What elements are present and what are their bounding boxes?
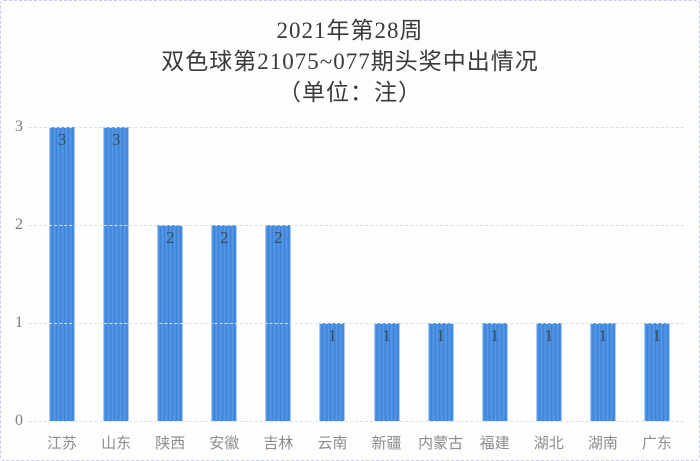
bar-云南: 1 [319, 323, 345, 421]
x-axis-label-福建: 福建 [479, 436, 510, 452]
bar-山东: 3 [103, 127, 129, 421]
chart-title-line3: （单位：注） [278, 80, 422, 105]
bar-value-label: 2 [220, 228, 229, 247]
bar-value-label: 1 [490, 326, 499, 345]
bar-广东: 1 [644, 323, 670, 421]
bar-cell: 1 [359, 127, 413, 421]
bar-cell: 1 [576, 127, 630, 421]
y-axis-tick-label-3: 3 [15, 118, 23, 135]
bar-福建: 1 [482, 323, 508, 421]
x-axis-label-陕西: 陕西 [155, 436, 186, 452]
gridline-y3 [29, 127, 684, 128]
gridline-y2 [29, 225, 684, 226]
chart-title-line2: 双色球第21075~077期头奖中出情况 [161, 49, 539, 74]
bar-value-label: 1 [382, 326, 391, 345]
bar-cell: 2 [251, 127, 305, 421]
bar-cell: 3 [35, 127, 89, 421]
bar-cell: 2 [143, 127, 197, 421]
x-axis-label-湖南: 湖南 [587, 436, 618, 452]
bar-湖北: 1 [536, 323, 562, 421]
bar-value-label: 2 [165, 228, 175, 247]
chart-title: 2021年第28周 双色球第21075~077期头奖中出情况 （单位：注） [1, 15, 699, 108]
x-axis-labels: 江苏 山东 陕西 安徽 吉林 云南 新疆 内蒙古 福建 湖北 湖南 广东 [35, 432, 684, 453]
gridline-y1 [29, 323, 684, 324]
x-axis-label-湖北: 湖北 [533, 436, 564, 452]
y-axis-tick-label-1: 1 [15, 314, 23, 331]
x-axis-label-江苏: 江苏 [47, 436, 78, 452]
y-axis-tick-label-2: 2 [15, 216, 23, 233]
x-axis-label-安徽: 安徽 [209, 436, 240, 452]
bar-cell: 1 [305, 127, 359, 421]
bar-value-label: 1 [544, 326, 553, 345]
x-axis-label-新疆: 新疆 [371, 436, 402, 452]
bar-cell: 1 [630, 127, 684, 421]
chart-title-line1: 2021年第28周 [276, 18, 424, 43]
plot-area: 3 3 2 2 2 1 1 1 1 1 1 1 江苏 山东 陕西 安徽 吉林 云南 新疆 内蒙古 福建 湖北 湖南 广东 0… [15, 118, 684, 452]
bar-value-label: 3 [111, 130, 121, 149]
bars-container: 3 3 2 2 2 1 1 1 1 1 1 1 [35, 127, 684, 421]
x-axis-label-广东: 广东 [641, 436, 672, 452]
bar-cell: 3 [89, 127, 143, 421]
bar-湖南: 1 [590, 323, 616, 421]
gridline-y0 [29, 421, 684, 422]
y-axis-tick-label-0: 0 [15, 412, 23, 429]
bar-cell: 1 [522, 127, 576, 421]
x-axis-label-山东: 山东 [101, 436, 132, 452]
bar-value-label: 1 [436, 326, 445, 345]
x-axis-label-内蒙古: 内蒙古 [418, 436, 464, 452]
x-axis-label-云南: 云南 [317, 436, 348, 452]
bar-value-label: 2 [274, 228, 283, 247]
bar-cell: 1 [414, 127, 468, 421]
bar-新疆: 1 [374, 323, 399, 421]
x-axis-label-吉林: 吉林 [263, 436, 294, 452]
bar-cell: 1 [468, 127, 522, 421]
bar-value-label: 3 [57, 130, 67, 149]
bar-value-label: 1 [598, 326, 608, 345]
bar-cell: 2 [197, 127, 251, 421]
bar-江苏: 3 [49, 127, 75, 421]
bar-内蒙古: 1 [428, 323, 454, 421]
bar-value-label: 1 [328, 326, 337, 345]
bar-value-label: 1 [652, 326, 662, 345]
